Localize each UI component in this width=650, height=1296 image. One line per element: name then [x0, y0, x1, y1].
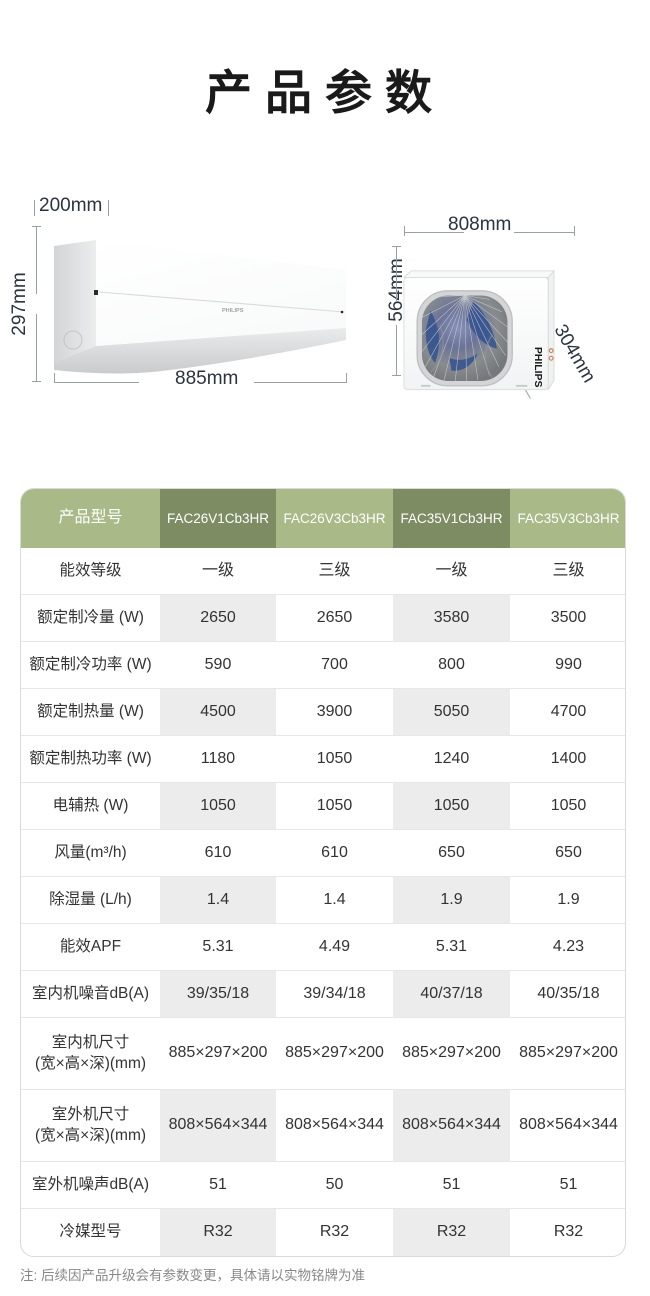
svg-text:PHILIPS: PHILIPS [222, 308, 244, 314]
svg-text:PHILIPS: PHILIPS [532, 347, 543, 388]
